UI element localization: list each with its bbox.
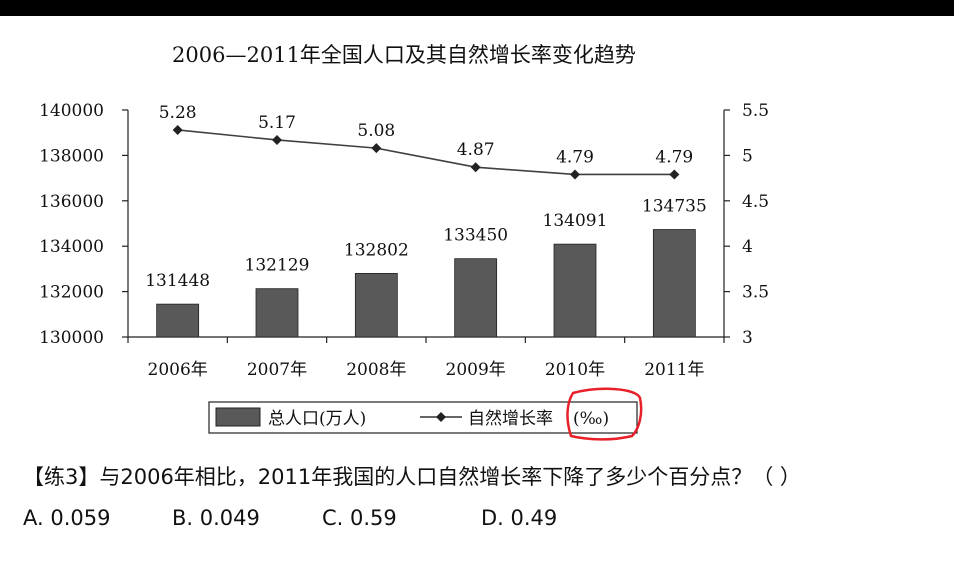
bar-data-label: 132802 bbox=[344, 240, 409, 260]
line-point-marker bbox=[470, 162, 481, 173]
bar bbox=[255, 288, 299, 338]
bar-data-label: 131448 bbox=[145, 271, 210, 291]
option-b[interactable]: B. 0.049 bbox=[172, 506, 260, 530]
bar-data-label: 132129 bbox=[245, 256, 310, 276]
line-data-label: 4.87 bbox=[457, 140, 495, 160]
line-data-label: 5.08 bbox=[357, 121, 395, 141]
bar bbox=[652, 229, 696, 338]
chart-title: 2006—2011年全国人口及其自然增长率变化趋势 bbox=[172, 43, 636, 67]
legend-diamond-marker bbox=[436, 412, 446, 422]
legend-box bbox=[208, 401, 638, 434]
line-point-marker bbox=[570, 169, 580, 180]
line-point-marker bbox=[669, 169, 680, 180]
bar-data-label: 133450 bbox=[443, 226, 508, 246]
bar bbox=[454, 258, 498, 338]
x-tick-label: 2008年 bbox=[346, 360, 406, 380]
bar bbox=[553, 243, 597, 338]
left-y-axis: 130000 132000 134000 136000 138000 140000 bbox=[39, 101, 129, 348]
x-tick-label: 2006年 bbox=[148, 360, 208, 380]
right-tick-label: 5.5 bbox=[742, 101, 769, 121]
left-tick-label: 134000 bbox=[39, 237, 104, 257]
left-tick-label: 140000 bbox=[39, 101, 104, 121]
legend-unit-label: (‰) bbox=[573, 409, 609, 429]
line-series: 5.28 5.17 5.08 4.87 4.79 4.79 bbox=[159, 103, 693, 180]
line-data-label: 5.17 bbox=[258, 113, 296, 133]
right-tick-label: 5 bbox=[742, 146, 753, 166]
question-text: 【练3】与2006年相比，2011年我国的人口自然增长率下降了多少个百分点？（ … bbox=[23, 465, 801, 489]
line-data-label: 5.28 bbox=[159, 103, 197, 123]
bar bbox=[156, 303, 200, 338]
left-tick-label: 138000 bbox=[39, 146, 104, 166]
line-data-label: 4.79 bbox=[655, 147, 693, 167]
line-point-marker bbox=[371, 143, 382, 154]
x-tick-label: 2011年 bbox=[644, 360, 704, 380]
legend: 总人口(万人) 自然增长率 (‰) bbox=[208, 401, 638, 434]
line-path bbox=[177, 129, 675, 176]
x-tick-label: 2010年 bbox=[545, 360, 605, 380]
bar bbox=[354, 272, 398, 338]
top-bar bbox=[0, 0, 954, 16]
right-tick-label: 3 bbox=[742, 328, 753, 348]
legend-bar-swatch bbox=[215, 407, 261, 427]
x-axis: 2006年 2007年 2008年 2009年 2010年 2011年 bbox=[127, 336, 725, 380]
left-tick-label: 130000 bbox=[39, 328, 104, 348]
bar-data-label: 134735 bbox=[642, 197, 707, 217]
bar-series: 131448 132129 132802 133450 134091 134735 bbox=[145, 197, 707, 338]
red-highlight-circle bbox=[566, 387, 643, 441]
x-tick-label: 2009年 bbox=[446, 360, 506, 380]
legend-line-label: 自然增长率 bbox=[468, 409, 553, 429]
right-tick-label: 4.5 bbox=[742, 192, 769, 212]
population-chart: 2006—2011年全国人口及其自然增长率变化趋势 13000013200013… bbox=[39, 43, 769, 441]
line-data-label: 4.79 bbox=[556, 147, 594, 167]
x-tick-label: 2007年 bbox=[247, 360, 307, 380]
option-c[interactable]: C. 0.59 bbox=[322, 506, 397, 530]
right-y-axis: 3 3.5 4 4.5 5 5.5 bbox=[723, 101, 769, 348]
line-point-marker bbox=[172, 124, 183, 135]
option-a[interactable]: A. 0.059 bbox=[23, 506, 111, 530]
right-tick-label: 4 bbox=[742, 237, 753, 257]
legend-bar-label: 总人口(万人) bbox=[268, 409, 366, 429]
option-d[interactable]: D. 0.49 bbox=[481, 506, 558, 530]
bar-data-label: 134091 bbox=[543, 211, 608, 231]
right-tick-label: 3.5 bbox=[742, 283, 769, 303]
left-tick-label: 132000 bbox=[39, 283, 104, 303]
line-point-marker bbox=[272, 134, 282, 145]
left-tick-label: 136000 bbox=[39, 192, 104, 212]
